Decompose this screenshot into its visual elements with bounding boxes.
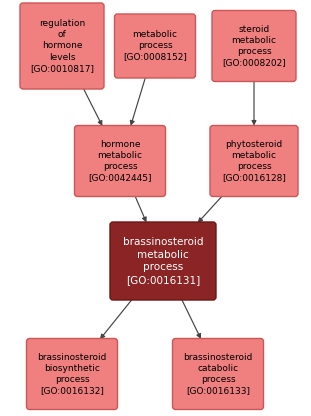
FancyBboxPatch shape <box>110 222 216 300</box>
Text: regulation
of
hormone
levels
[GO:0010817]: regulation of hormone levels [GO:0010817… <box>30 19 94 73</box>
FancyBboxPatch shape <box>75 126 165 196</box>
Text: brassinosteroid
metabolic
process
[GO:0016131]: brassinosteroid metabolic process [GO:00… <box>123 238 203 285</box>
FancyBboxPatch shape <box>210 126 298 196</box>
Text: phytosteroid
metabolic
process
[GO:0016128]: phytosteroid metabolic process [GO:00161… <box>222 140 286 182</box>
FancyBboxPatch shape <box>114 14 196 78</box>
FancyBboxPatch shape <box>173 339 263 409</box>
Text: steroid
metabolic
process
[GO:0008202]: steroid metabolic process [GO:0008202] <box>222 25 286 67</box>
FancyBboxPatch shape <box>26 339 118 409</box>
FancyBboxPatch shape <box>212 10 296 82</box>
Text: hormone
metabolic
process
[GO:0042445]: hormone metabolic process [GO:0042445] <box>88 140 152 182</box>
Text: brassinosteroid
catabolic
process
[GO:0016133]: brassinosteroid catabolic process [GO:00… <box>183 353 253 395</box>
FancyBboxPatch shape <box>20 3 104 89</box>
Text: brassinosteroid
biosynthetic
process
[GO:0016132]: brassinosteroid biosynthetic process [GO… <box>37 353 107 395</box>
Text: metabolic
process
[GO:0008152]: metabolic process [GO:0008152] <box>123 30 187 62</box>
